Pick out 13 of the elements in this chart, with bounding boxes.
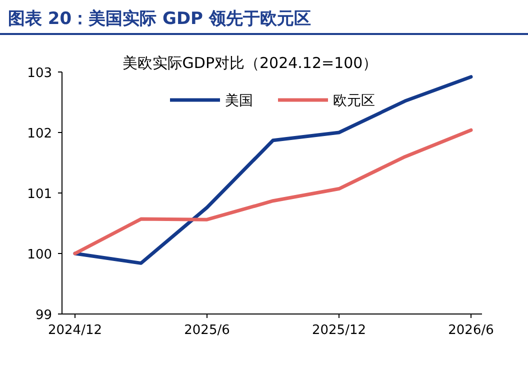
y-tick-label: 101 (27, 187, 52, 202)
legend-label: 美国 (225, 93, 253, 109)
y-tick-label: 102 (27, 126, 52, 142)
chart-subtitle: 美欧实际GDP对比（2024.12=100） (122, 54, 378, 72)
x-tick-label: 2026/6 (448, 323, 494, 338)
y-tick-label: 99 (35, 308, 52, 323)
y-tick-label: 103 (27, 66, 52, 81)
x-tick-label: 2025/6 (184, 323, 230, 338)
x-tick-label: 2024/12 (48, 323, 102, 338)
y-tick-label: 100 (27, 248, 52, 262)
x-tick-label: 2025/12 (312, 323, 366, 338)
legend-label: 欧元区 (333, 93, 375, 109)
chart-title: 图表 20：美国实际 GDP 领先于欧元区 (8, 9, 311, 29)
